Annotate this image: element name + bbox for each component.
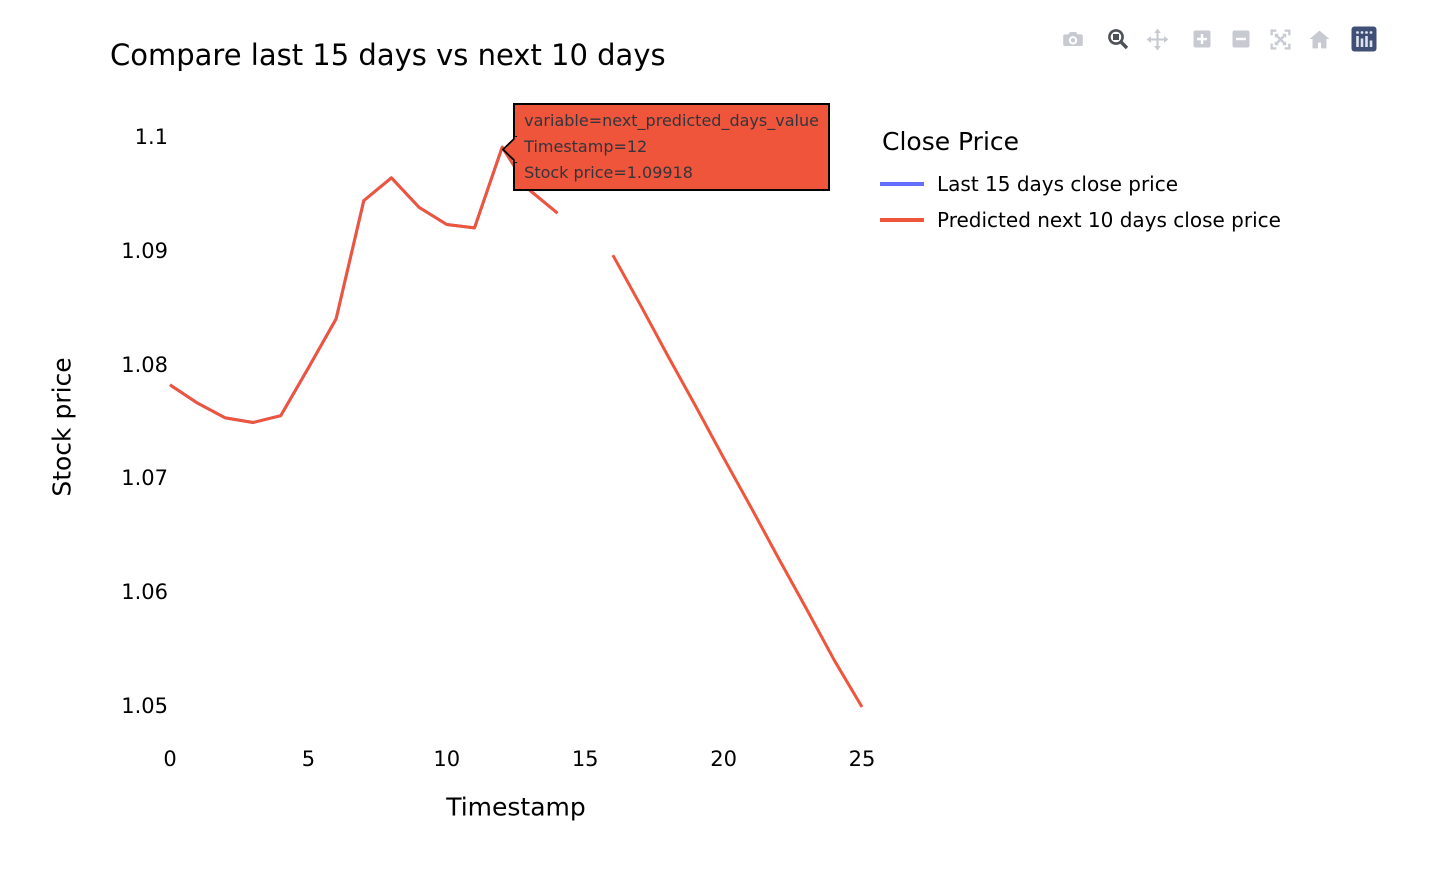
y-axis-title: Stock price [47, 357, 77, 497]
tooltip-caret-icon [502, 136, 518, 164]
series-line-1[interactable] [169, 145, 559, 424]
legend-title: Close Price [882, 127, 1020, 156]
modebar-group-zoom [1188, 25, 1333, 53]
camera-icon[interactable] [1059, 25, 1087, 53]
autoscale-icon[interactable] [1266, 25, 1294, 53]
legend-items: Last 15 days close price Predicted next 1… [880, 166, 1281, 238]
series-line-1[interactable] [611, 254, 864, 708]
tooltip-line: variable=next_predicted_days_value [524, 111, 819, 131]
y-tick-label: 1.07 [121, 466, 168, 491]
y-tick-label: 1.08 [121, 352, 168, 377]
plotly-logo-icon[interactable] [1350, 25, 1378, 53]
y-tick-label: 1.1 [134, 125, 168, 149]
x-tick-label: 5 [301, 747, 316, 771]
series-line-0[interactable] [169, 145, 559, 424]
chart-title: Compare last 15 days vs next 10 days [110, 38, 666, 72]
legend: Close Price Last 15 days close price Pred… [880, 127, 1281, 238]
legend-line-swatch-icon [880, 218, 924, 222]
y-tick-label: 1.09 [121, 238, 168, 263]
x-tick-label: 20 [710, 747, 737, 771]
tooltip-text: variable=next_predicted_days_value Timest… [524, 108, 819, 186]
x-tick-label: 25 [848, 747, 876, 771]
legend-item-label: Predicted next 10 days close price [937, 208, 1281, 232]
plotly-modebar [1059, 25, 1378, 53]
zoom-out-icon[interactable] [1227, 25, 1255, 53]
x-tick-label: 10 [433, 747, 461, 771]
zoom-in-icon[interactable] [1188, 25, 1216, 53]
y-tick-label: 1.05 [121, 694, 168, 718]
x-tick-label: 15 [571, 747, 599, 771]
legend-item-label: Last 15 days close price [937, 172, 1179, 196]
hover-tooltip: variable=next_predicted_days_value Timest… [502, 103, 830, 192]
tooltip-line: Stock price=1.09918 [524, 163, 693, 183]
modebar-group-logo [1350, 25, 1378, 53]
x-tick-label: 0 [163, 747, 177, 771]
tooltip-line: Timestamp=12 [524, 137, 648, 157]
legend-line-swatch-icon [880, 182, 924, 186]
reset-axes-home-icon[interactable] [1305, 25, 1333, 53]
x-axis-title: Timestamp [446, 792, 586, 822]
modebar-group-dragmode [1104, 25, 1171, 53]
y-tick-label: 1.06 [121, 580, 168, 605]
legend-item-0[interactable]: Last 15 days close price [880, 166, 1281, 202]
legend-item-1[interactable]: Predicted next 10 days close price [880, 202, 1281, 238]
modebar-group-download [1059, 25, 1087, 53]
pan-icon[interactable] [1143, 25, 1171, 53]
zoom-icon[interactable] [1104, 25, 1132, 53]
